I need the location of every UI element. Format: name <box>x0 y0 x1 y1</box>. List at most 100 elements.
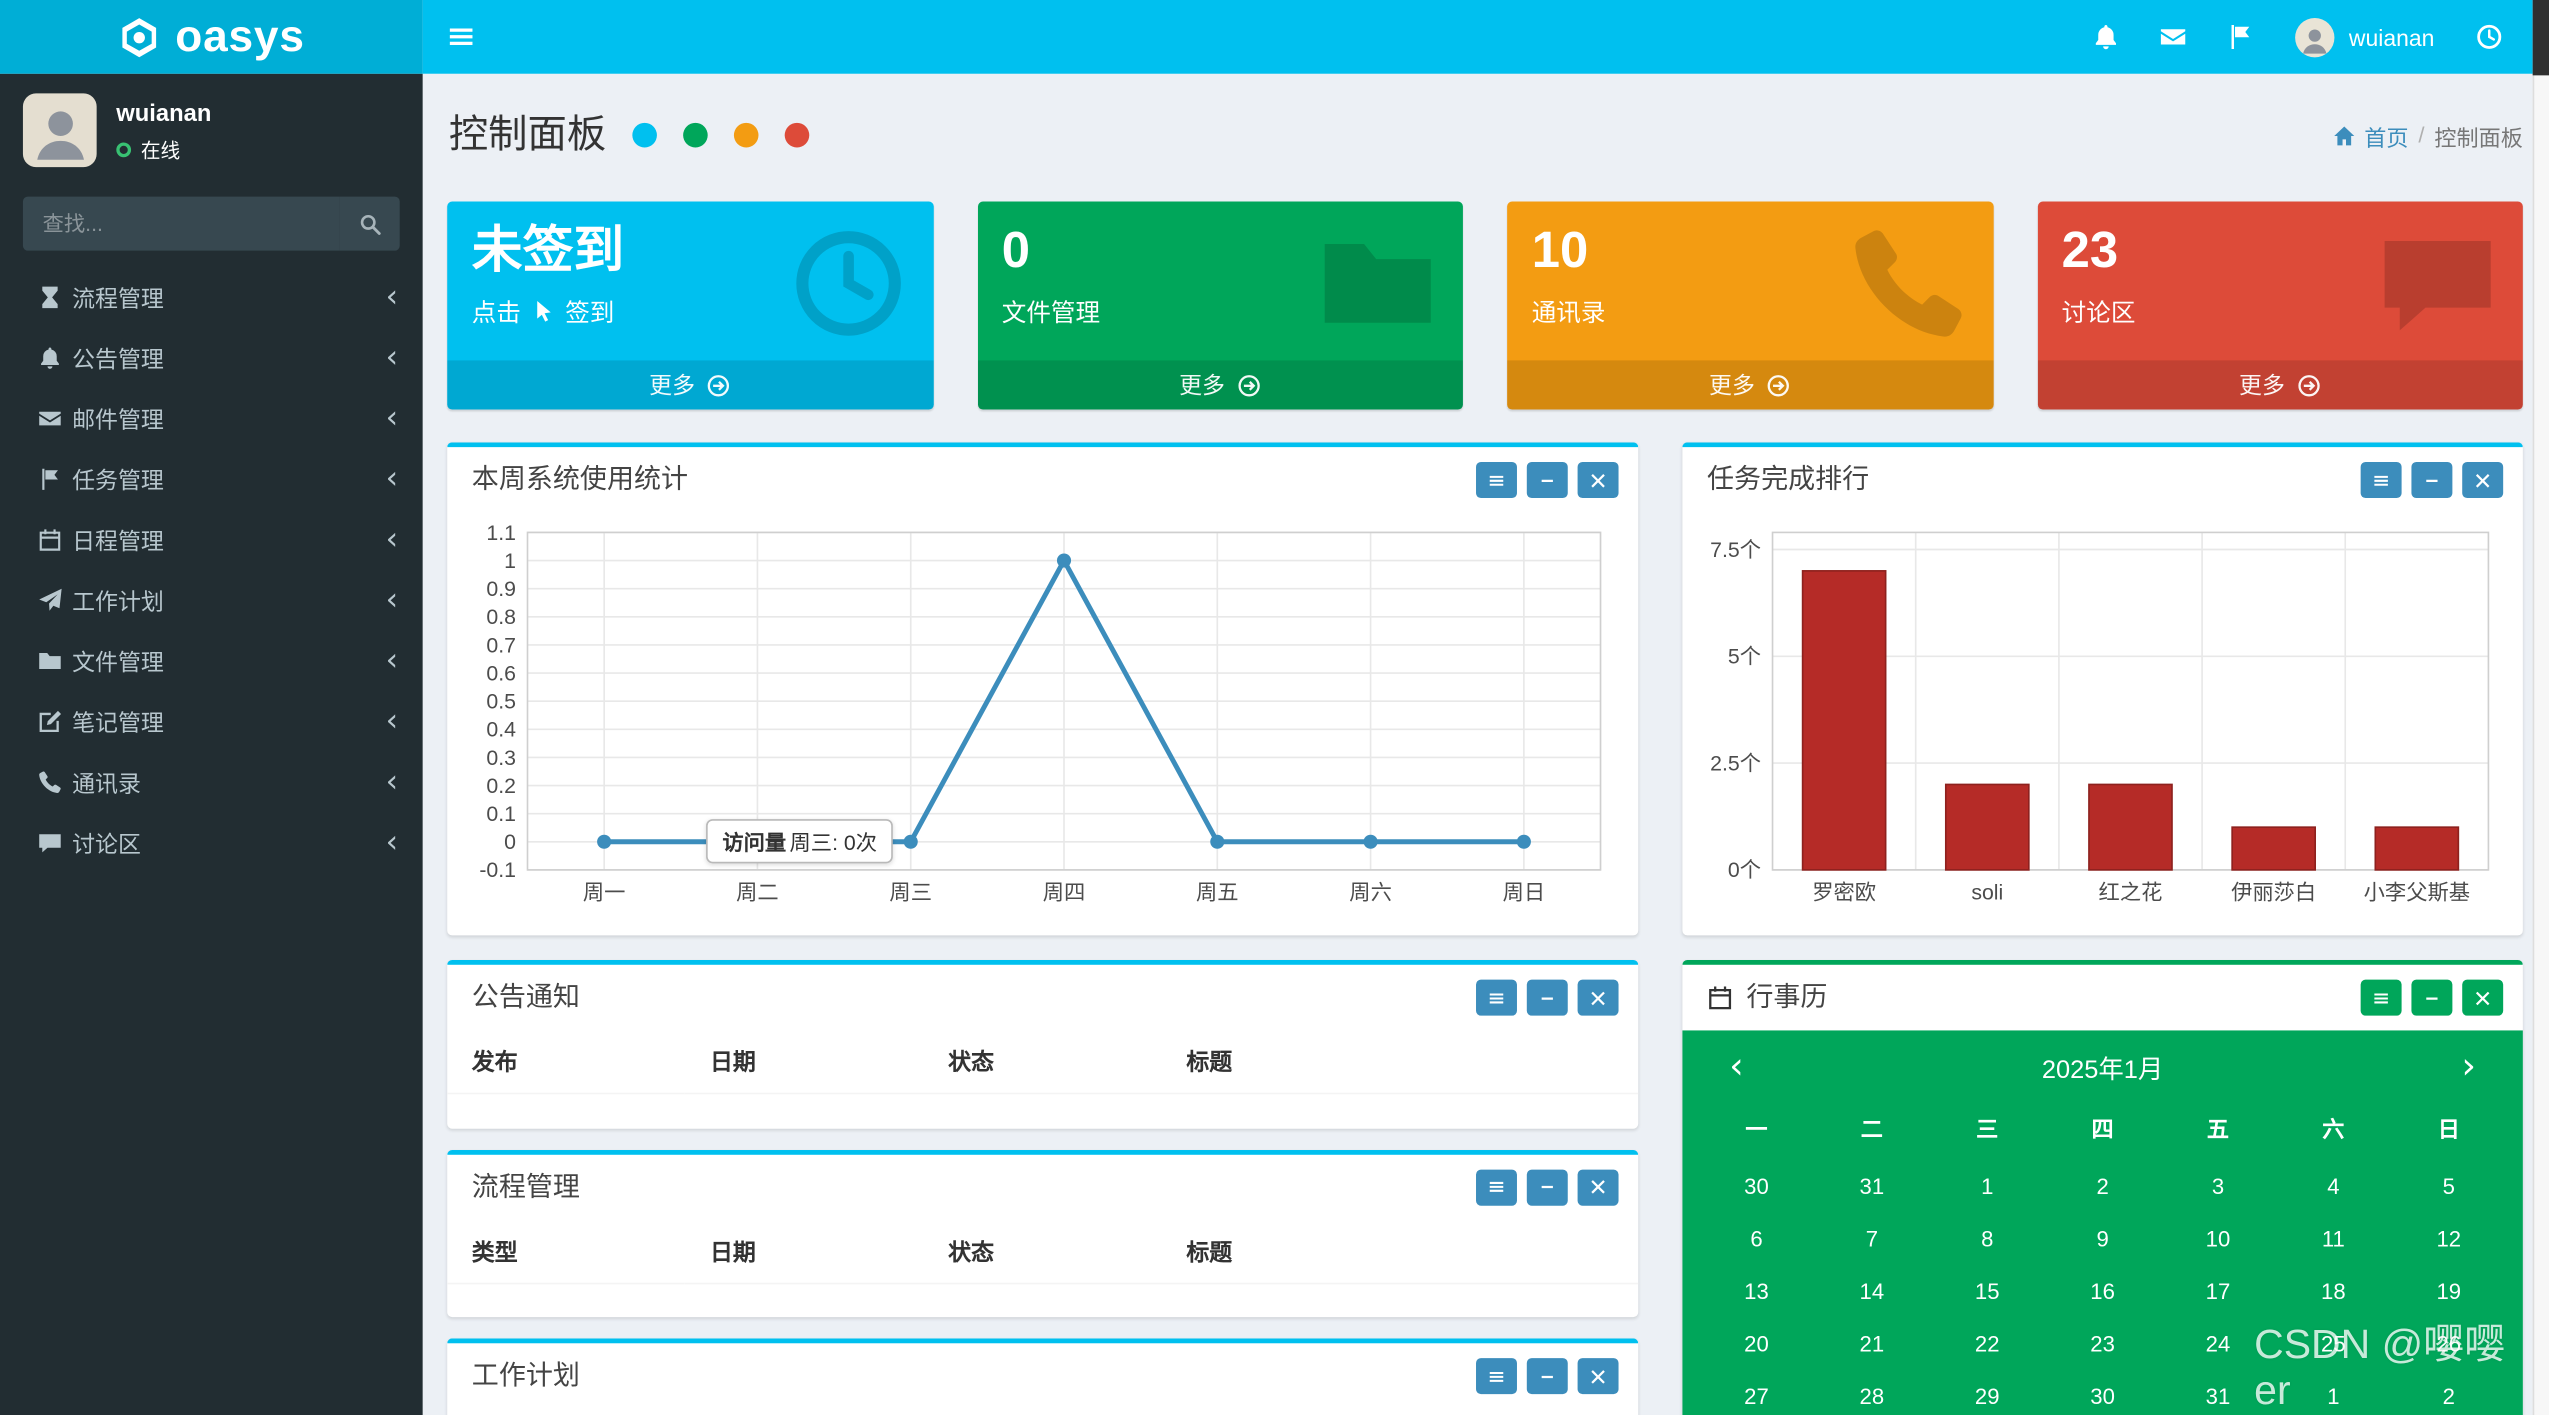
calendar-prev-button[interactable]: ‹ <box>1729 1046 1744 1088</box>
calendar-date[interactable]: 24 <box>2205 1331 2231 1356</box>
sidebar-toggle-button[interactable] <box>423 0 498 74</box>
calendar-date[interactable]: 2 <box>2442 1383 2455 1409</box>
calendar-date[interactable]: 8 <box>1981 1226 1994 1251</box>
calendar-date[interactable]: 28 <box>1859 1383 1885 1409</box>
close-button[interactable] <box>2462 461 2504 499</box>
list-button[interactable] <box>2360 461 2402 499</box>
scrollbar-thumb[interactable] <box>2532 0 2549 76</box>
column-header: 标题 <box>1161 1408 1639 1415</box>
collapse-button[interactable] <box>2411 979 2453 1016</box>
calendar-date[interactable]: 18 <box>2321 1278 2346 1304</box>
calendar-date[interactable]: 27 <box>1744 1383 1769 1409</box>
table-header-row: 发布 日期 状态 标题 <box>447 1030 1639 1095</box>
svg-text:0: 0 <box>504 830 516 854</box>
navbar-username: wuianan <box>2348 23 2435 50</box>
list-button[interactable] <box>1476 461 1517 499</box>
calendar-date[interactable]: 9 <box>2096 1226 2109 1251</box>
search-input[interactable] <box>22 196 340 251</box>
calendar-date[interactable]: 12 <box>2436 1226 2462 1251</box>
calendar-date[interactable]: 2 <box>2096 1173 2109 1199</box>
collapse-button[interactable] <box>1526 1358 1568 1395</box>
sidebar-item-label: 讨论区 <box>72 829 141 856</box>
calendar-date[interactable]: 20 <box>1744 1331 1769 1356</box>
sidebar-item-note[interactable]: 笔记管理 ‹ <box>0 691 423 752</box>
collapse-button[interactable] <box>1526 979 1568 1016</box>
more-link[interactable]: 更多 <box>2037 360 2523 410</box>
calendar-date[interactable]: 30 <box>1744 1173 1769 1199</box>
calendar-date[interactable]: 25 <box>2321 1331 2346 1356</box>
close-button[interactable] <box>1577 1358 1619 1395</box>
search-button[interactable] <box>339 196 400 251</box>
notifications-button[interactable] <box>2072 0 2139 74</box>
calendar-date[interactable]: 1 <box>2327 1383 2340 1409</box>
calendar-date[interactable]: 4 <box>2327 1173 2340 1199</box>
calendar-date[interactable]: 19 <box>2436 1278 2462 1304</box>
list-button[interactable] <box>1476 979 1517 1016</box>
scrollbar[interactable] <box>2532 0 2549 1415</box>
sidebar-item-contacts[interactable]: 通讯录 ‹ <box>0 752 423 813</box>
sidebar-item-discussion[interactable]: 讨论区 ‹ <box>0 813 423 874</box>
table-header-row: 类型 日期 状态 标题 <box>447 1219 1639 1284</box>
close-button[interactable] <box>1577 979 1619 1016</box>
collapse-button[interactable] <box>2411 461 2453 499</box>
calendar-date[interactable]: 31 <box>2205 1383 2231 1409</box>
collapse-button[interactable] <box>1526 461 1568 499</box>
clock-button[interactable] <box>2456 0 2523 74</box>
sidebar-item-schedule[interactable]: 日程管理 ‹ <box>0 509 423 570</box>
list-button[interactable] <box>1476 1168 1517 1205</box>
calendar-next-button[interactable]: › <box>2461 1046 2476 1088</box>
calendar-date[interactable]: 30 <box>2090 1383 2115 1409</box>
close-button[interactable] <box>2462 979 2504 1016</box>
calendar-date[interactable]: 5 <box>2442 1173 2455 1199</box>
calendar-date[interactable]: 7 <box>1865 1226 1879 1251</box>
calendar-date[interactable]: 3 <box>2211 1173 2225 1199</box>
sidebar-item-mail[interactable]: 邮件管理 ‹ <box>0 388 423 449</box>
messages-button[interactable] <box>2139 0 2206 74</box>
calendar-date[interactable]: 6 <box>1750 1226 1763 1251</box>
hand-pointer-icon[interactable] <box>531 300 556 325</box>
calendar-date[interactable]: 21 <box>1859 1331 1885 1356</box>
calendar-date[interactable]: 11 <box>2321 1226 2345 1251</box>
calendar-date[interactable]: 13 <box>1744 1278 1769 1304</box>
close-button[interactable] <box>1577 461 1619 499</box>
calendar-date[interactable]: 22 <box>1974 1331 2000 1356</box>
collapse-button[interactable] <box>1526 1168 1568 1205</box>
phone-icon <box>1847 223 1968 344</box>
svg-text:周三: 周三 <box>889 880 932 904</box>
list-button[interactable] <box>1476 1358 1517 1395</box>
breadcrumb-home-link[interactable]: 首页 <box>2333 119 2409 152</box>
calendar-date[interactable]: 10 <box>2205 1226 2231 1251</box>
calendar-date[interactable]: 14 <box>1859 1278 1885 1304</box>
brand-logo[interactable]: oasys <box>0 0 423 74</box>
minus-icon <box>1538 1367 1556 1385</box>
calendar-date[interactable]: 17 <box>2205 1278 2231 1304</box>
announcements-table: 发布 日期 状态 标题 <box>447 1030 1639 1127</box>
avatar <box>22 93 97 168</box>
calendar-date[interactable]: 1 <box>1981 1173 1994 1199</box>
home-icon <box>2333 124 2356 147</box>
sidebar-item-announcement[interactable]: 公告管理 ‹ <box>0 328 423 389</box>
list-icon <box>1487 1367 1505 1385</box>
calendar-date[interactable]: 29 <box>1974 1383 2000 1409</box>
sidebar-item-label: 邮件管理 <box>72 405 164 432</box>
more-link[interactable]: 更多 <box>977 360 1463 410</box>
tasks-button[interactable] <box>2206 0 2273 74</box>
sidebar-item-task[interactable]: 任务管理 ‹ <box>0 449 423 510</box>
sidebar-item-process[interactable]: 流程管理 ‹ <box>0 267 423 328</box>
list-button[interactable] <box>2360 979 2402 1016</box>
svg-text:周五: 周五 <box>1196 880 1239 904</box>
user-menu[interactable]: wuianan <box>2274 0 2456 74</box>
calendar-date[interactable]: 31 <box>1859 1173 1885 1199</box>
sidebar-item-file[interactable]: 文件管理 ‹ <box>0 631 423 692</box>
calendar-date[interactable]: 16 <box>2090 1278 2115 1304</box>
more-link[interactable]: 更多 <box>447 360 933 410</box>
calendar-date[interactable]: 15 <box>1974 1278 2000 1304</box>
sidebar-item-plan[interactable]: 工作计划 ‹ <box>0 570 423 631</box>
more-link[interactable]: 更多 <box>1507 360 1993 410</box>
sign-in-link[interactable]: 签到 <box>565 299 615 328</box>
close-button[interactable] <box>1577 1168 1619 1205</box>
calendar-date[interactable]: 23 <box>2090 1331 2115 1356</box>
svg-text:0个: 0个 <box>1728 858 1761 882</box>
info-box-label: 文件管理 <box>1001 299 1101 328</box>
calendar-date[interactable]: 26 <box>2436 1331 2462 1356</box>
